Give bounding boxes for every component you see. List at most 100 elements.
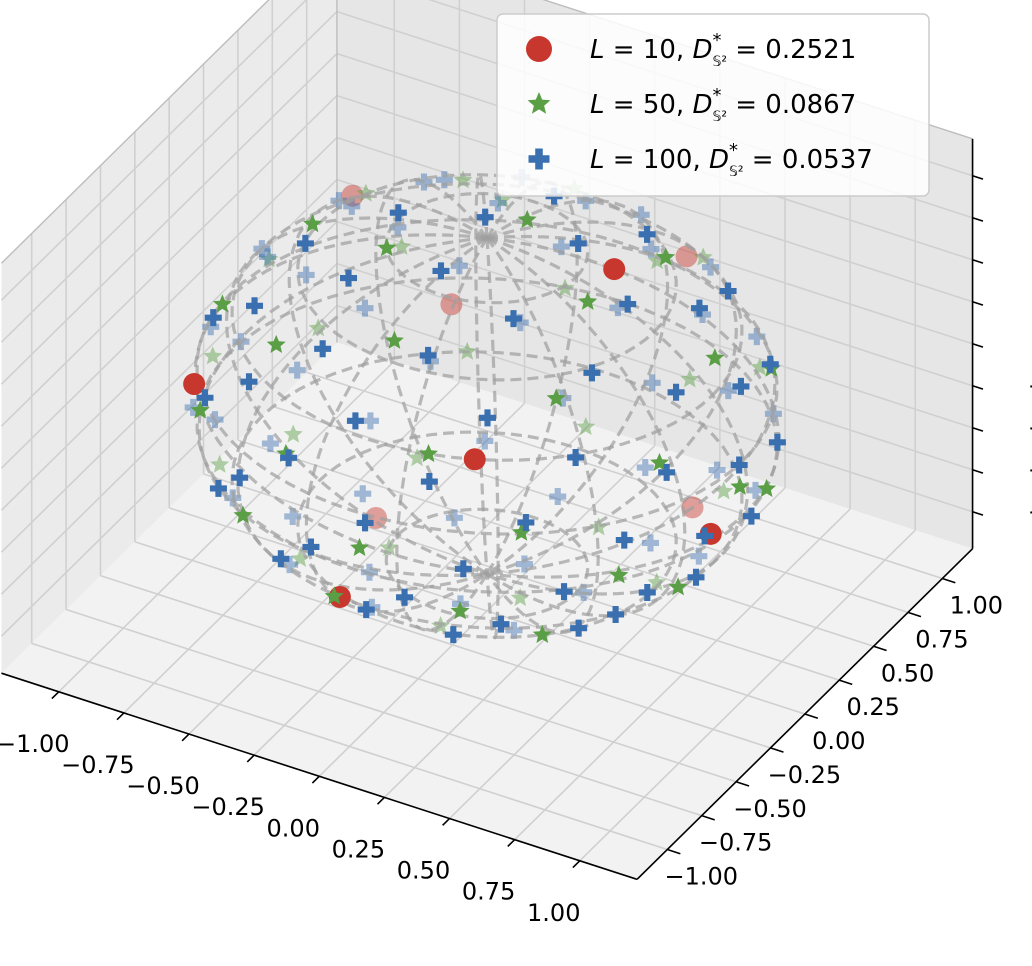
plus-point: [719, 282, 737, 300]
star-point: [714, 481, 734, 500]
x-tick: [507, 839, 516, 847]
plus-point: [389, 204, 407, 222]
sphere-meridian: [486, 236, 687, 618]
x-tick: [572, 860, 581, 869]
plus-point: [638, 583, 656, 601]
star-point: [350, 537, 369, 556]
gridline-floor-y: [237, 439, 874, 648]
x-tick-label: −0.25: [191, 793, 265, 821]
gridline-left-z: [0, 137, 338, 469]
z-tick-label: −0.25: [1028, 372, 1032, 400]
plus-point: [569, 234, 587, 252]
plus-point: [445, 509, 463, 527]
sphere-wireframe: [193, 172, 781, 640]
plus-point: [748, 328, 766, 346]
plus-point: [360, 563, 378, 581]
plus-point: [511, 314, 529, 332]
z-tick: [972, 385, 984, 390]
z-tick-label: −0.75: [1028, 456, 1032, 484]
plus-point: [354, 485, 372, 503]
sphere-meridian: [486, 236, 750, 596]
plus-point: [259, 248, 277, 266]
star-point: [493, 189, 513, 208]
legend-entry-label: L = 100, D* 𝕊² = 0.0537: [590, 140, 873, 180]
gridline-floor-y: [272, 405, 909, 614]
star-point: [190, 400, 210, 419]
star-point: [290, 548, 310, 567]
plus-point: [583, 364, 601, 382]
circle-point: [603, 258, 626, 281]
x-tick-label: 0.50: [397, 857, 450, 885]
plus-point: [419, 346, 437, 364]
plus-point: [396, 588, 414, 606]
gridline-back-z: [336, 136, 973, 345]
star-point: [510, 588, 530, 607]
star-point: [576, 417, 596, 436]
x-tick-label: 0.75: [462, 878, 515, 906]
star-point: [377, 238, 397, 257]
circle-point: [675, 245, 698, 268]
plus-point: [288, 361, 306, 379]
gridline-floor-y: [168, 507, 806, 715]
plus-point: [702, 258, 720, 276]
plus-point: [280, 449, 298, 467]
legend-marker-plus: [528, 148, 550, 170]
y-tick-label: −0.25: [768, 761, 842, 789]
plus-point: [435, 171, 453, 189]
sphere-meridian: [193, 233, 488, 576]
legend-marker-star: [527, 92, 551, 114]
gridline-floor-x: [514, 508, 851, 841]
plus-point: [492, 615, 510, 633]
x-tick-label: 0.00: [267, 814, 320, 842]
plus-point: [641, 534, 659, 552]
star-point: [578, 291, 598, 310]
plus-point: [340, 269, 358, 287]
legend-marker-circle: [526, 36, 552, 62]
star-point: [419, 444, 438, 463]
plus-point: [747, 481, 765, 499]
star-point: [407, 448, 427, 467]
plus-point: [696, 527, 714, 545]
star-point: [730, 476, 750, 495]
x-tick-label: 1.00: [527, 899, 580, 927]
star-point: [705, 348, 725, 367]
plus-point: [667, 383, 685, 401]
plus-point: [261, 435, 279, 453]
plus-point: [432, 262, 450, 280]
plus-point: [478, 409, 496, 427]
plus-point: [356, 299, 374, 317]
star-point: [532, 624, 552, 643]
y-tick-label: 0.25: [846, 693, 899, 721]
z-tick: [972, 343, 984, 348]
plus-point: [209, 479, 227, 497]
plus-point: [296, 234, 314, 252]
legend: L = 10, D* 𝕊² = 0.2521 L = 50, D* 𝕊² = 0.08…: [496, 13, 930, 197]
plus-point: [638, 225, 656, 243]
plus-point: [632, 206, 650, 224]
legend-box: [496, 13, 930, 197]
z-tick: [972, 259, 984, 264]
z-tick: [972, 511, 984, 516]
plus-point: [454, 560, 472, 578]
plus-point: [504, 310, 522, 328]
plus-point: [687, 568, 705, 586]
circle-point: [183, 373, 206, 396]
star-point: [450, 601, 470, 620]
z-tick-label: −1.00: [1028, 498, 1032, 526]
gridline-left-z: [0, 0, 308, 301]
y-tick-label: 0.75: [915, 625, 968, 653]
plus-point: [643, 374, 661, 392]
plus-point: [609, 299, 627, 317]
sphere-parallel: [195, 276, 779, 594]
plus-point: [356, 514, 374, 532]
y-tick-label: 1.00: [950, 592, 1003, 620]
star-point: [546, 388, 566, 407]
z-tick: [972, 427, 984, 432]
star-point: [303, 214, 323, 233]
star-point: [283, 424, 303, 443]
star-point: [589, 517, 609, 536]
x-tick: [116, 712, 125, 721]
x-tick: [246, 754, 255, 763]
plus-point: [476, 432, 494, 450]
